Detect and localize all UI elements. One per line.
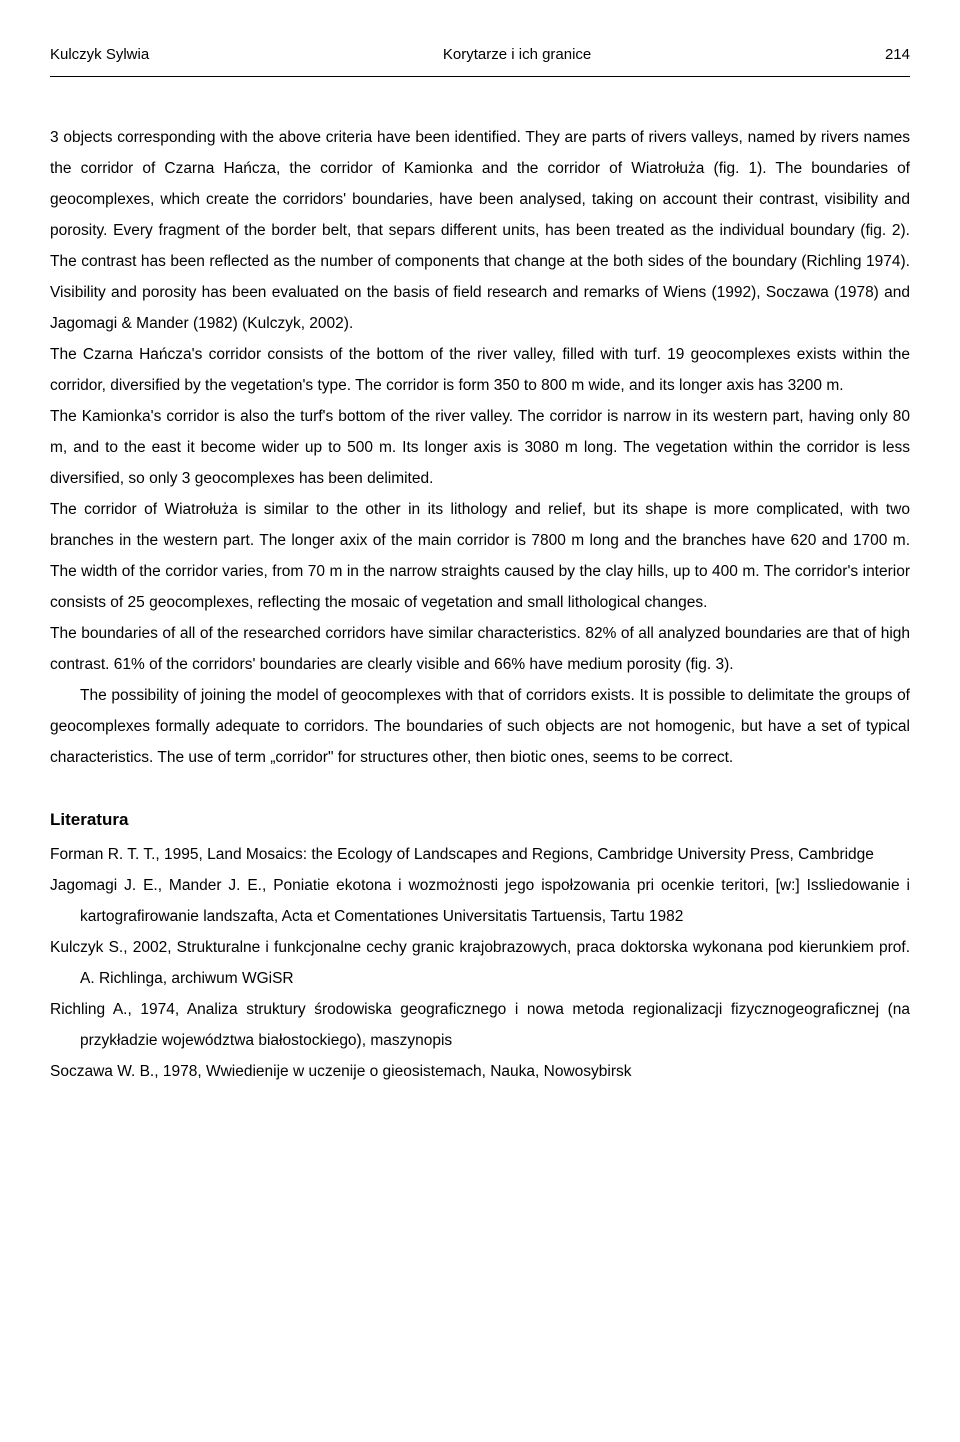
paragraph-boundaries: The boundaries of all of the researched … xyxy=(50,618,910,680)
header-author: Kulczyk Sylwia xyxy=(50,40,149,70)
paragraph-wiatroluza: The corridor of Wiatrołuża is similar to… xyxy=(50,494,910,618)
header-page-number: 214 xyxy=(885,40,910,70)
reference-item: Richling A., 1974, Analiza struktury śro… xyxy=(50,994,910,1056)
header-title: Korytarze i ich granice xyxy=(443,40,591,70)
literature-heading: Literatura xyxy=(50,803,910,837)
reference-item: Jagomagi J. E., Mander J. E., Poniatie e… xyxy=(50,870,910,932)
reference-item: Soczawa W. B., 1978, Wwiedienije w uczen… xyxy=(50,1056,910,1087)
paragraph-czarna-hancza: The Czarna Hańcza's corridor consists of… xyxy=(50,339,910,401)
paragraph-kamionka: The Kamionka's corridor is also the turf… xyxy=(50,401,910,494)
paragraph-conclusion: The possibility of joining the model of … xyxy=(50,680,910,773)
paragraph-main: 3 objects corresponding with the above c… xyxy=(50,122,910,339)
page-header: Kulczyk Sylwia Korytarze i ich granice 2… xyxy=(50,40,910,77)
reference-item: Forman R. T. T., 1995, Land Mosaics: the… xyxy=(50,839,910,870)
reference-item: Kulczyk S., 2002, Strukturalne i funkcjo… xyxy=(50,932,910,994)
